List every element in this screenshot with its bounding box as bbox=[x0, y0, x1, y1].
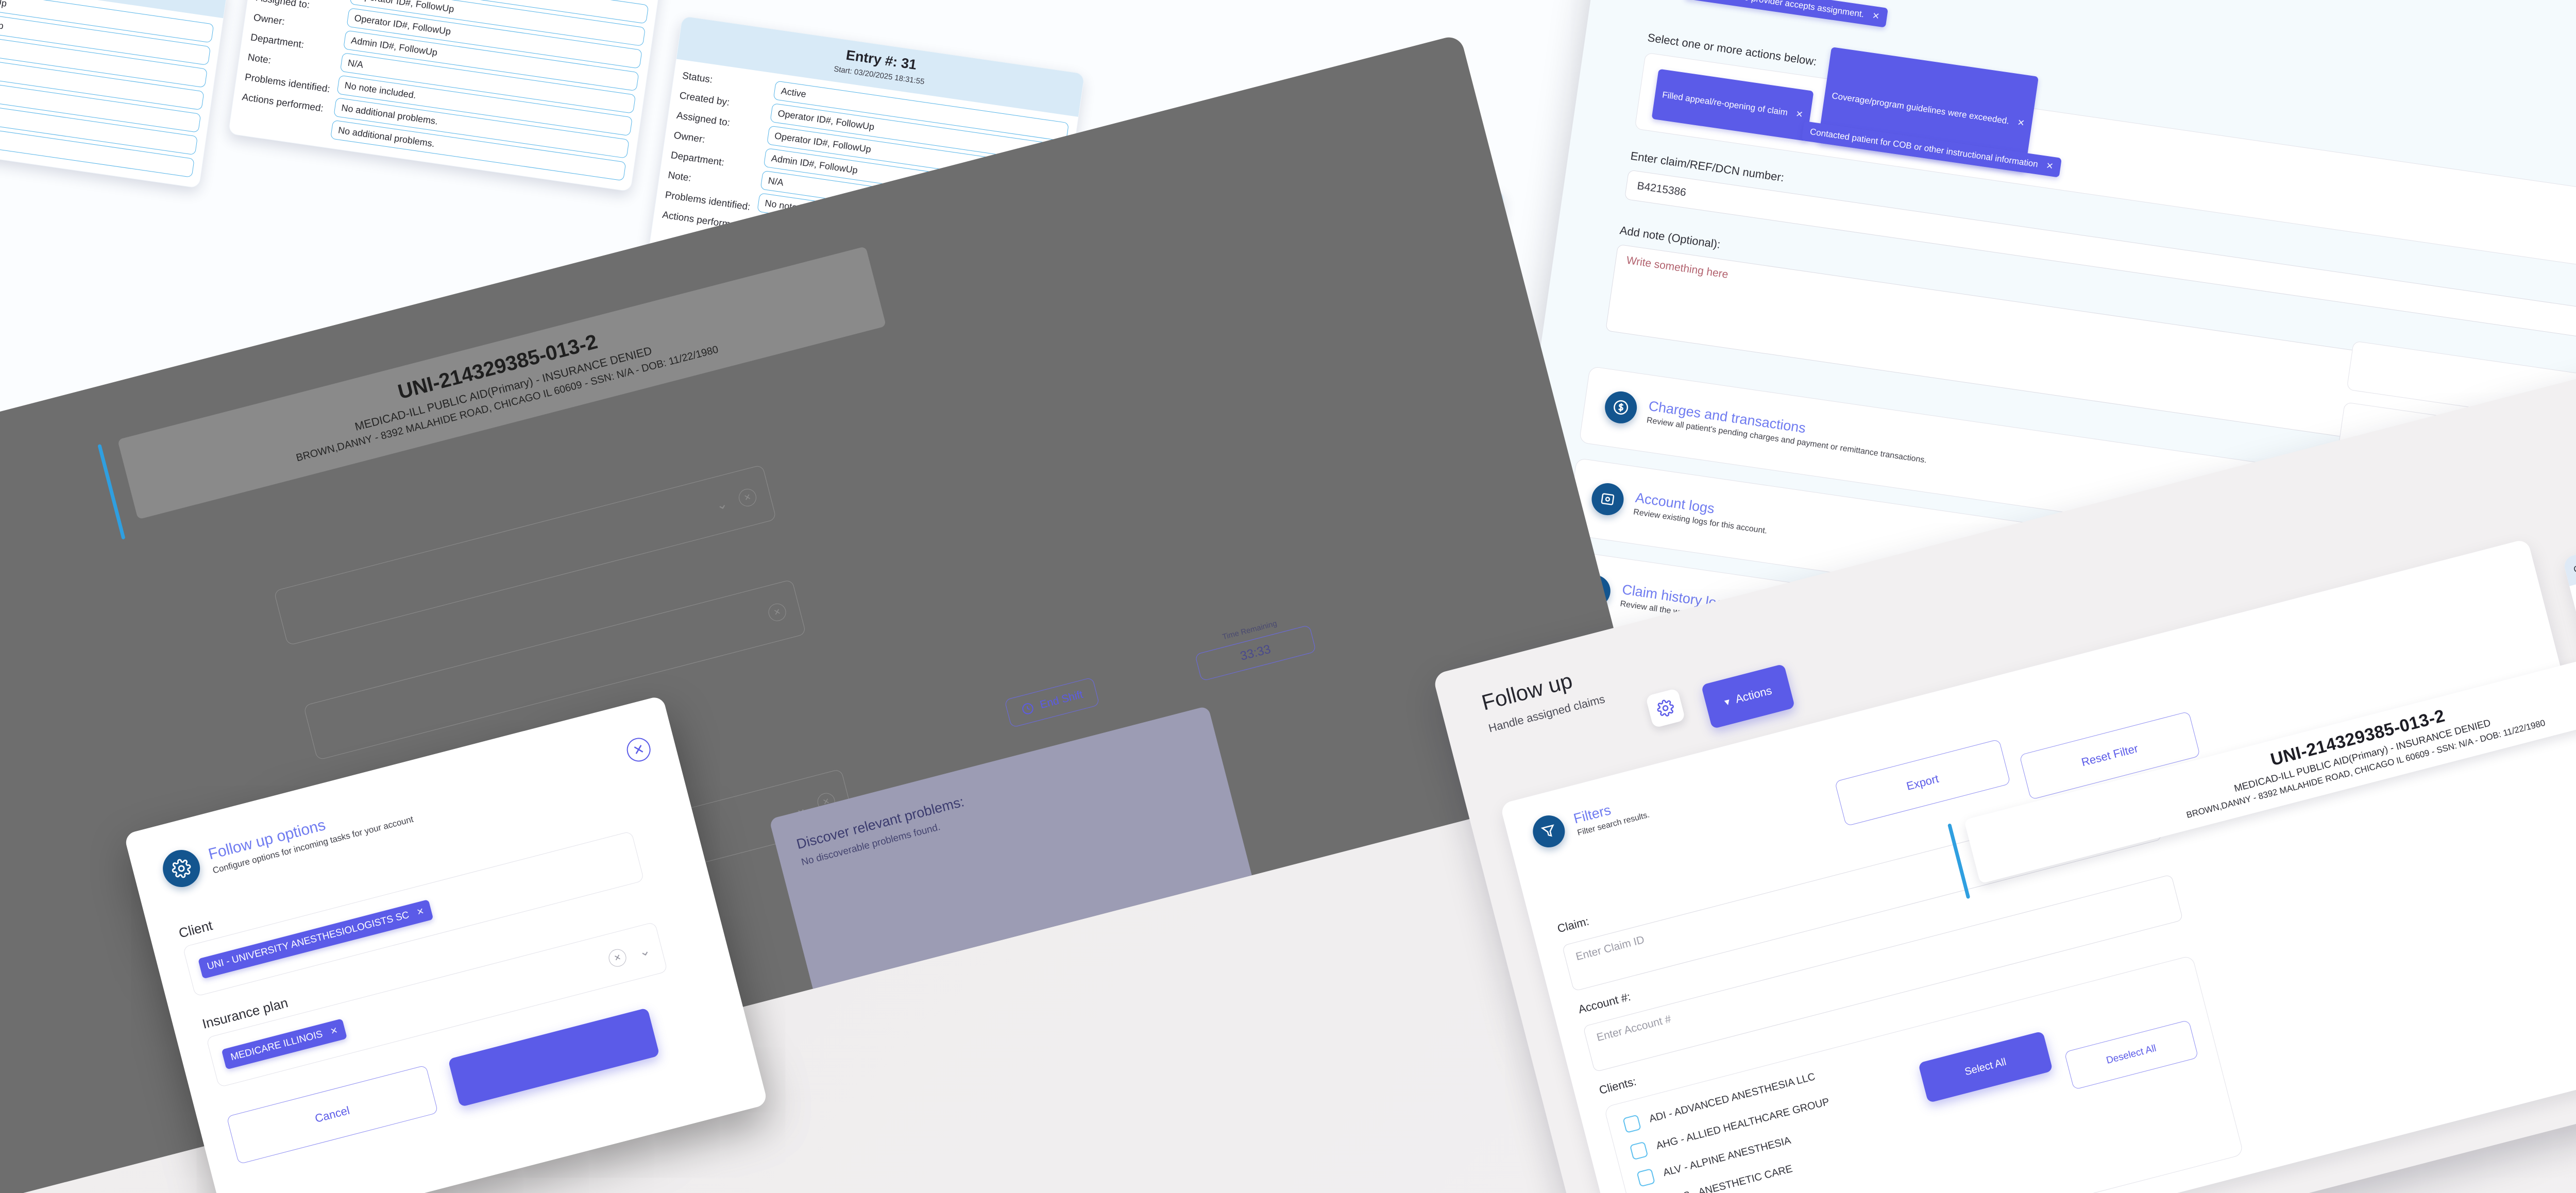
chevron-down-icon[interactable]: ⌄ bbox=[714, 495, 729, 513]
checkbox[interactable] bbox=[1622, 1114, 1641, 1133]
chevron-down-icon: ▾ bbox=[1723, 695, 1732, 708]
entry-body-32: Status: Created by: Assigned to: Owner: … bbox=[228, 0, 658, 191]
close-icon[interactable]: ✕ bbox=[329, 1025, 339, 1037]
entry-values: Paused - Shift ended Operator ID#, Follo… bbox=[330, 0, 649, 181]
entry-label: Actions performed: bbox=[241, 92, 325, 114]
discover-problems-panel-dimmed: Discover relevant problems: No discovera… bbox=[769, 706, 1270, 1059]
entry-label: Note: bbox=[667, 169, 692, 184]
suggested-action-panel-dimmed: Suggested course of action: No discovera… bbox=[764, 994, 1265, 1193]
chip-provider-assignment[interactable]: ...id unless the provider accepts assign… bbox=[1684, 0, 1888, 28]
clear-icon[interactable]: ✕ bbox=[737, 487, 758, 508]
gear-icon[interactable] bbox=[1645, 688, 1686, 728]
accent-bar bbox=[97, 444, 126, 540]
chip-insurance-plan[interactable]: MEDICARE ILLINOIS ✕ bbox=[221, 1018, 347, 1070]
filters-card: Filters Filter search results. Export Re… bbox=[1500, 538, 2576, 1193]
dimmed-workspace: Actions taken ...tion undertaken Coverag… bbox=[0, 34, 1651, 1193]
chip-label: ...id unless the provider accepts assign… bbox=[1692, 0, 1865, 20]
entry-values: Operator ID#, FollowUp Operator ID#, Fol… bbox=[0, 0, 214, 178]
entry-body: Operator ID#, FollowUp Operator ID#, Fol… bbox=[0, 0, 223, 188]
close-icon[interactable]: ✕ bbox=[2016, 117, 2026, 128]
section-account-logs[interactable]: Account logs Review existing logs for th… bbox=[1589, 481, 1771, 538]
insight-title: Suggested course of action: bbox=[789, 1082, 961, 1141]
entry-card-partial[interactable]: Operator ID#, FollowUp Operator ID#, Fol… bbox=[0, 0, 229, 189]
actions-button-label: Actions bbox=[1734, 684, 1773, 706]
time-remaining: Time Remaining 33:33 bbox=[1191, 611, 1317, 681]
export-button[interactable]: Export bbox=[1834, 739, 2011, 827]
checkbox[interactable] bbox=[1629, 1141, 1649, 1161]
close-icon[interactable]: ✕ bbox=[415, 906, 426, 918]
entry-label: Assigned to: bbox=[675, 110, 731, 129]
claim-filter-label: Claim: bbox=[1556, 914, 1590, 935]
entry-label: Problems identified: bbox=[664, 190, 751, 213]
actions-button[interactable]: ▾ Actions bbox=[1701, 663, 1795, 729]
follow-up-page: Follow up Handle assigned claims ▾ Actio… bbox=[1432, 236, 2576, 1193]
clear-icon[interactable]: ✕ bbox=[607, 947, 629, 969]
chip-label: Coverage/program guidelines were exceede… bbox=[1831, 91, 2010, 126]
modal-header: Follow up options Configure options for … bbox=[159, 791, 415, 891]
chip-label: MEDICARE ILLINOIS bbox=[229, 1029, 324, 1063]
checkbox[interactable] bbox=[1636, 1168, 1655, 1187]
account-filter-label: Account #: bbox=[1577, 990, 1632, 1016]
note-placeholder: Write something here bbox=[1625, 254, 1729, 281]
dollar-icon bbox=[1603, 389, 1639, 426]
entry-card-32[interactable]: Entry #: 32 Start: 03/23/2025 10:34:28 S… bbox=[228, 0, 665, 192]
column-header[interactable]: Claim ID bbox=[2562, 529, 2576, 586]
entry-label: Department: bbox=[249, 32, 305, 51]
cancel-button[interactable]: Cancel bbox=[226, 1065, 438, 1165]
document-icon bbox=[1589, 481, 1626, 518]
entry-label: Problems identified: bbox=[244, 72, 331, 95]
entry-label: Created by: bbox=[679, 90, 731, 109]
follow-up-options-modal: Follow up options Configure options for … bbox=[124, 695, 768, 1193]
entry-label: Status: bbox=[681, 70, 714, 86]
entry-labels: Status: Created by: Assigned to: Owner: … bbox=[238, 0, 348, 138]
close-icon[interactable]: ✕ bbox=[1871, 10, 1880, 22]
close-icon[interactable]: ✕ bbox=[1795, 109, 1804, 120]
insight-title: Discover relevant problems: bbox=[794, 794, 966, 853]
chip-client[interactable]: UNI - UNIVERSITY ANESTHESIOLOGISTS SC ✕ bbox=[198, 899, 434, 979]
end-shift-label: End Shift bbox=[1039, 688, 1084, 711]
clear-icon[interactable]: ✕ bbox=[766, 601, 788, 623]
entry-label: Owner: bbox=[252, 12, 286, 28]
insight-body: No discoverable problems found. bbox=[800, 822, 942, 868]
top-chip-row: ...id unless the provider accepts assign… bbox=[1684, 0, 1888, 28]
entry-label: Owner: bbox=[673, 130, 706, 145]
filter-icon bbox=[1529, 812, 1569, 851]
chip-label: Filled appeal/re-opening of claim bbox=[1662, 90, 1789, 118]
end-shift-button[interactable]: End Shift bbox=[1004, 677, 1100, 728]
entry-label: Assigned to: bbox=[256, 0, 311, 11]
entry-label: Department: bbox=[670, 150, 725, 168]
chevron-down-icon[interactable]: ⌄ bbox=[637, 942, 652, 960]
insight-body: No discoverable suggested actions. bbox=[795, 1107, 947, 1157]
close-icon[interactable]: ✕ bbox=[624, 735, 653, 764]
client-label: Client bbox=[177, 917, 214, 941]
chip-label: UNI - UNIVERSITY ANESTHESIOLOGISTS SC bbox=[206, 909, 411, 973]
filters-header: Filters Filter search results. bbox=[1529, 791, 1651, 851]
close-icon[interactable]: ✕ bbox=[2045, 160, 2054, 172]
entry-label: Note: bbox=[247, 52, 272, 66]
table-body: UNC-9W874-21-1 UNC 20481855 UHC APS - AN… bbox=[2569, 341, 2576, 704]
section-charges-and-transactions[interactable]: Charges and transactions Review all pati… bbox=[1603, 389, 1930, 468]
gear-icon bbox=[159, 846, 204, 891]
confirm-button[interactable] bbox=[448, 1008, 660, 1107]
clients-filter-label: Clients: bbox=[1598, 1075, 1638, 1097]
